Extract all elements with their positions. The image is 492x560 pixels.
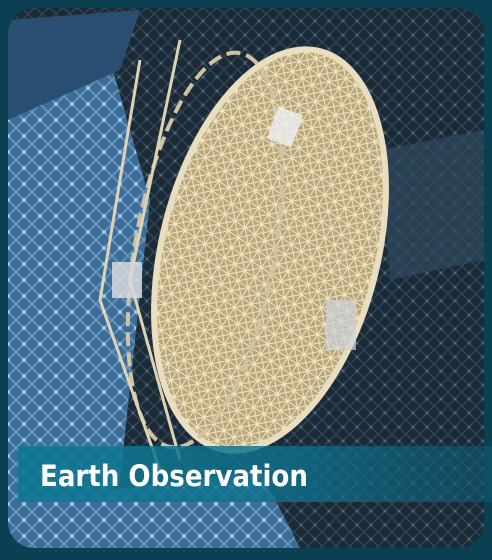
photo xyxy=(8,8,484,548)
caption-label: Earth Observation xyxy=(40,459,308,493)
caption-bar xyxy=(18,446,492,502)
